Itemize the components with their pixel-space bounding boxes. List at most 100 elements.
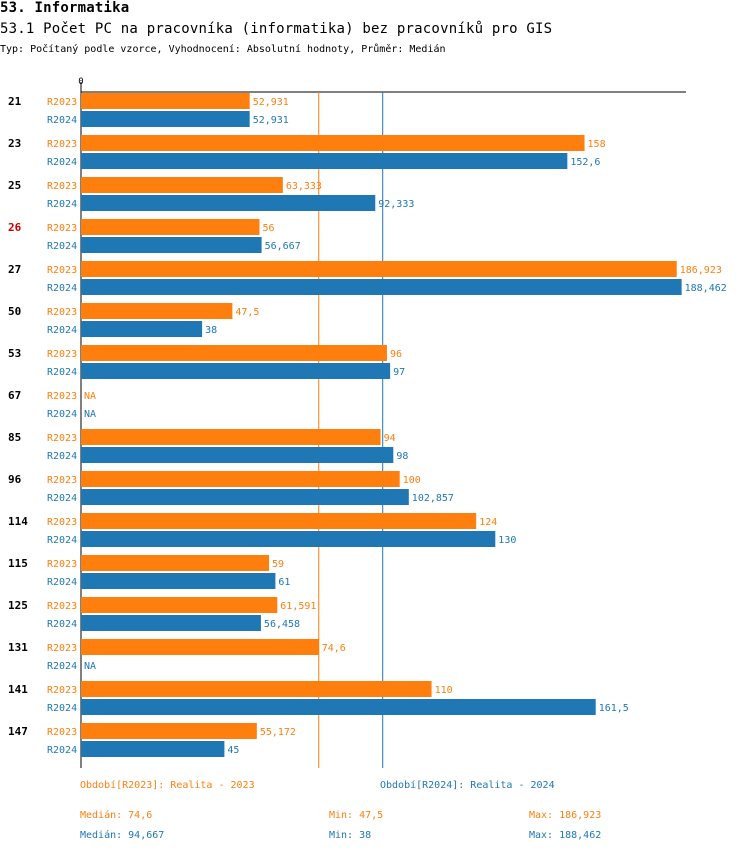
data-label-r2023: 74,6 bbox=[322, 643, 346, 654]
series-label-r2023: R2023 bbox=[47, 685, 77, 696]
category-label: 141 bbox=[8, 683, 28, 696]
series-label-r2023: R2023 bbox=[47, 139, 77, 150]
chart-title: 53.1 Počet PC na pracovníka (informatika… bbox=[0, 21, 553, 37]
stat-min-r2024: Min: 38 bbox=[329, 830, 372, 841]
series-label-r2024: R2024 bbox=[47, 703, 77, 714]
data-label-r2023: 158 bbox=[588, 139, 606, 150]
data-label-r2023: 100 bbox=[403, 475, 421, 486]
data-label-r2023: 186,923 bbox=[680, 265, 722, 276]
series-label-r2024: R2024 bbox=[47, 493, 77, 504]
data-label-r2023: 124 bbox=[479, 517, 497, 528]
data-label-r2023: 52,931 bbox=[253, 97, 289, 108]
category-label: 50 bbox=[8, 305, 21, 318]
data-label-r2023: 94 bbox=[384, 433, 396, 444]
series-label-r2023: R2023 bbox=[47, 181, 77, 192]
data-label-r2023: NA bbox=[84, 391, 96, 402]
data-label-r2024: 56,667 bbox=[265, 241, 301, 252]
data-label-r2024: 56,458 bbox=[264, 619, 300, 630]
bar-r2024 bbox=[81, 153, 568, 169]
bar-r2024 bbox=[81, 363, 391, 379]
data-label-r2024: 102,857 bbox=[412, 493, 454, 504]
data-label-r2023: 56 bbox=[262, 223, 274, 234]
data-label-r2023: 110 bbox=[435, 685, 453, 696]
series-label-r2024: R2024 bbox=[47, 619, 77, 630]
category-label: 131 bbox=[8, 641, 28, 654]
series-label-r2023: R2023 bbox=[47, 433, 77, 444]
data-label-r2023: 59 bbox=[272, 559, 284, 570]
data-label-r2024: 98 bbox=[396, 451, 408, 462]
data-label-r2023: 96 bbox=[390, 349, 402, 360]
category-label: 96 bbox=[8, 473, 22, 486]
legend-r2023: Období[R2023]: Realita - 2023 bbox=[80, 780, 255, 791]
series-label-r2024: R2024 bbox=[47, 283, 77, 294]
chart-subtitle: Typ: Počítaný podle vzorce, Vyhodnocení:… bbox=[0, 44, 446, 55]
bar-r2024 bbox=[81, 111, 250, 127]
series-label-r2024: R2024 bbox=[47, 241, 77, 252]
series-label-r2023: R2023 bbox=[47, 727, 77, 738]
section-title: 53. Informatika bbox=[0, 0, 130, 16]
series-label-r2023: R2023 bbox=[47, 391, 77, 402]
bar-r2024 bbox=[81, 237, 262, 253]
category-label: 23 bbox=[8, 137, 21, 150]
bar-r2024 bbox=[81, 195, 376, 211]
bar-r2023 bbox=[81, 681, 432, 697]
data-label-r2023: 63,333 bbox=[286, 181, 322, 192]
stat-max-r2023: Max: 186,923 bbox=[529, 810, 602, 821]
bar-r2024 bbox=[81, 573, 276, 589]
bar-r2024 bbox=[81, 741, 225, 757]
bar-r2023 bbox=[81, 471, 400, 487]
series-label-r2023: R2023 bbox=[47, 265, 77, 276]
data-label-r2024: NA bbox=[84, 661, 96, 672]
category-label: 25 bbox=[8, 179, 21, 192]
series-label-r2024: R2024 bbox=[47, 409, 77, 420]
category-label: 114 bbox=[8, 515, 28, 528]
data-label-r2024: 52,931 bbox=[253, 115, 289, 126]
data-label-r2024: 61 bbox=[278, 577, 290, 588]
category-label: 21 bbox=[8, 95, 22, 108]
bar-r2023 bbox=[81, 135, 585, 151]
bar-r2023 bbox=[81, 177, 283, 193]
bar-r2023 bbox=[81, 93, 250, 109]
axis-zero-label: 0 bbox=[78, 77, 83, 87]
series-label-r2023: R2023 bbox=[47, 517, 77, 528]
series-label-r2023: R2023 bbox=[47, 223, 77, 234]
series-label-r2024: R2024 bbox=[47, 535, 77, 546]
series-label-r2023: R2023 bbox=[47, 559, 77, 570]
stat-median-r2023: Medián: 74,6 bbox=[80, 810, 153, 821]
series-label-r2024: R2024 bbox=[47, 115, 77, 126]
bar-r2023 bbox=[81, 555, 270, 571]
category-label: 26 bbox=[8, 221, 22, 234]
category-label: 27 bbox=[8, 263, 21, 276]
series-label-r2024: R2024 bbox=[47, 745, 77, 756]
category-label: 67 bbox=[8, 389, 21, 402]
series-label-r2024: R2024 bbox=[47, 661, 77, 672]
series-label-r2024: R2024 bbox=[47, 367, 77, 378]
bar-r2024 bbox=[81, 279, 682, 295]
bar-r2023 bbox=[81, 345, 387, 361]
data-label-r2024: 152,6 bbox=[570, 157, 600, 168]
bar-chart: 0 21 R2023 52,931 R2024 52,931 23 R2023 158 R2024… bbox=[8, 77, 727, 768]
legend-r2024: Období[R2024]: Realita - 2024 bbox=[380, 780, 555, 791]
bar-r2023 bbox=[81, 723, 257, 739]
bar-r2023 bbox=[81, 639, 319, 655]
data-label-r2024: 92,333 bbox=[378, 199, 414, 210]
bar-r2023 bbox=[81, 303, 233, 319]
series-label-r2024: R2024 bbox=[47, 577, 77, 588]
stat-max-r2024: Max: 188,462 bbox=[529, 830, 602, 841]
bar-r2023 bbox=[81, 219, 260, 235]
bar-r2023 bbox=[81, 429, 381, 445]
series-label-r2024: R2024 bbox=[47, 199, 77, 210]
bar-r2024 bbox=[81, 447, 394, 463]
data-label-r2024: NA bbox=[84, 409, 96, 420]
data-label-r2024: 97 bbox=[393, 367, 405, 378]
bar-r2024 bbox=[81, 321, 203, 337]
bar-r2024 bbox=[81, 615, 261, 631]
bar-r2023 bbox=[81, 597, 278, 613]
series-label-r2023: R2023 bbox=[47, 349, 77, 360]
category-label: 115 bbox=[8, 557, 28, 570]
bar-r2024 bbox=[81, 699, 596, 715]
data-label-r2023: 55,172 bbox=[260, 727, 296, 738]
category-label: 53 bbox=[8, 347, 21, 360]
data-label-r2023: 61,591 bbox=[280, 601, 316, 612]
data-label-r2023: 47,5 bbox=[235, 307, 259, 318]
